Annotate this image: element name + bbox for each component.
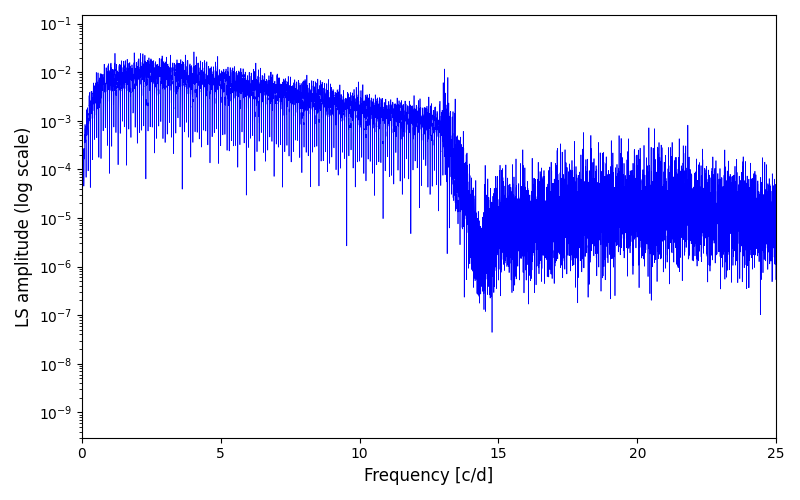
Y-axis label: LS amplitude (log scale): LS amplitude (log scale)	[15, 126, 33, 326]
X-axis label: Frequency [c/d]: Frequency [c/d]	[364, 467, 494, 485]
